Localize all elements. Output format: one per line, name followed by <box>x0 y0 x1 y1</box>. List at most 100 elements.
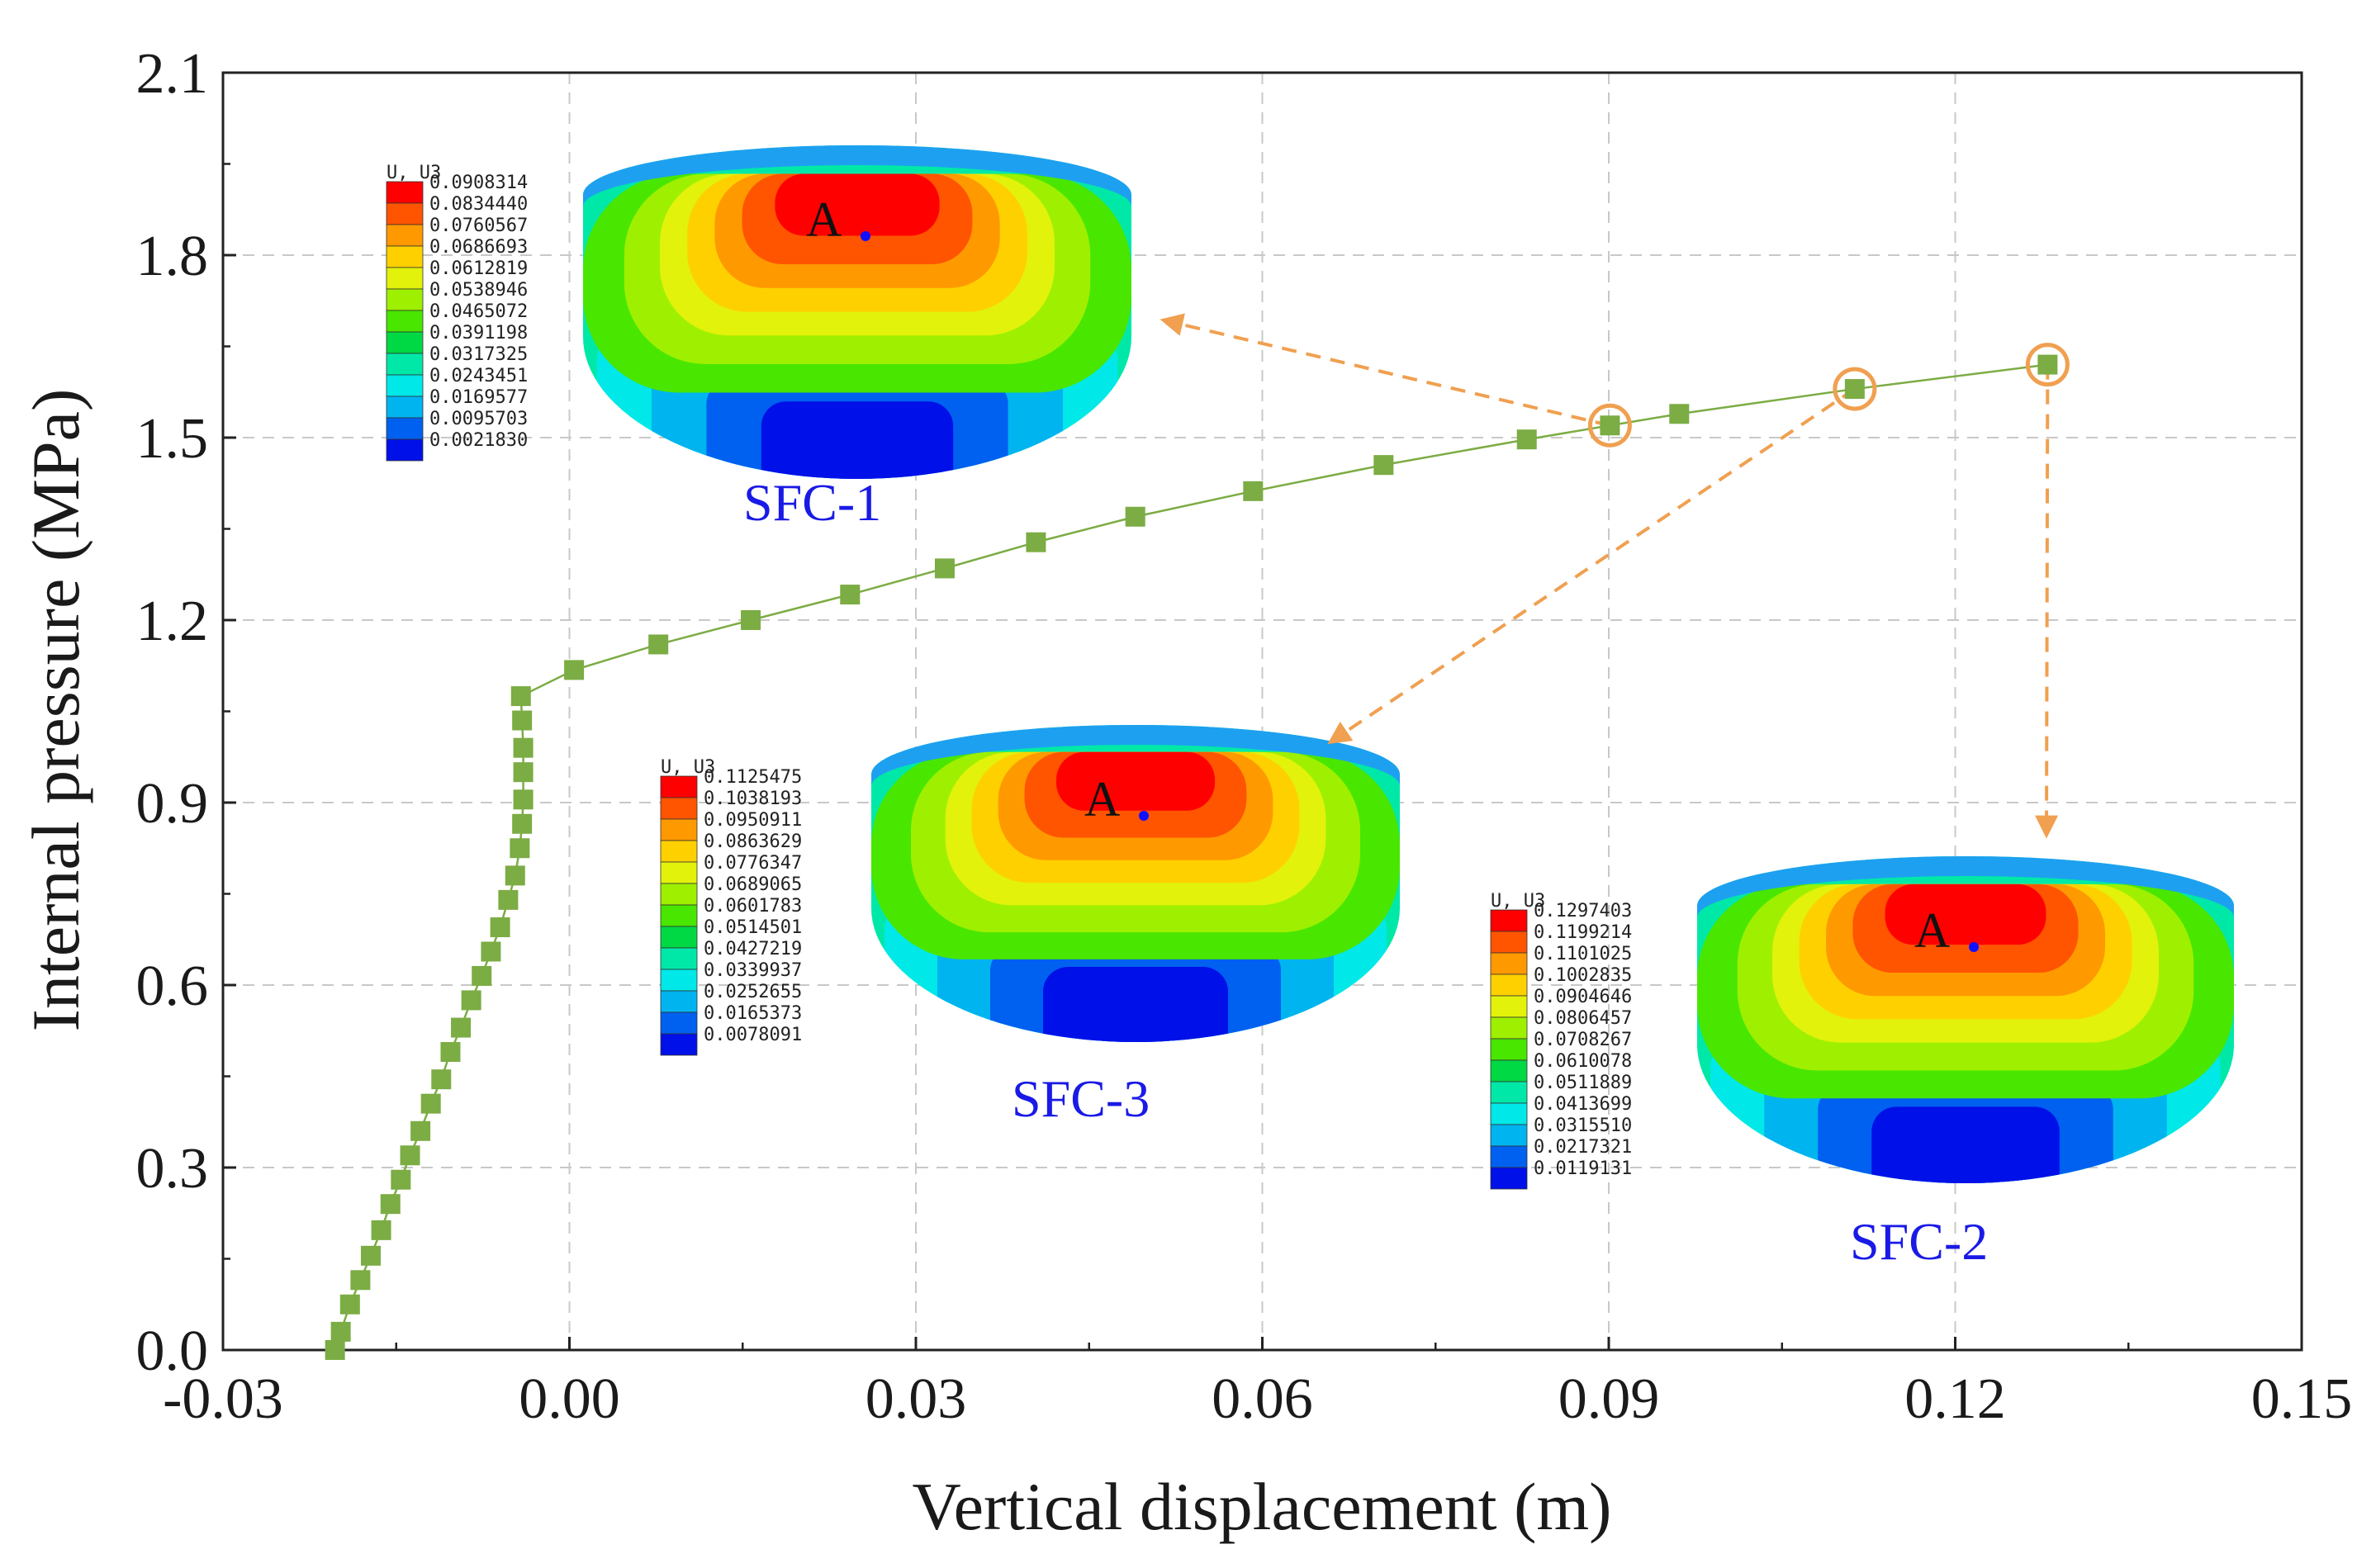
legend-value: 0.1101025 <box>1534 944 1632 964</box>
legend-value: 0.0708267 <box>1534 1030 1632 1050</box>
legend-value: 0.0904646 <box>1534 987 1632 1007</box>
data-point <box>741 610 761 630</box>
legend-swatch <box>386 396 424 419</box>
data-point <box>505 865 525 886</box>
legend-value: 0.0776347 <box>704 853 802 874</box>
legend-swatch <box>386 374 424 397</box>
legend-value: 0.0078091 <box>704 1025 802 1045</box>
callout-arrows <box>1160 313 2059 839</box>
legend-swatch <box>1490 1016 1528 1040</box>
legend-swatch <box>660 840 698 863</box>
data-point <box>360 1245 381 1266</box>
data-point <box>431 1069 452 1090</box>
legend-value: 0.0610078 <box>1534 1051 1632 1072</box>
data-point <box>339 1294 360 1315</box>
legend-swatch <box>660 926 698 949</box>
legend-value: 0.1199214 <box>1534 922 1632 943</box>
data-point <box>380 1194 401 1215</box>
y-tick-label: 0.6 <box>136 955 209 1018</box>
x-tick-label: 0.12 <box>1904 1367 2006 1431</box>
legend-title: U, U3 <box>1491 891 1545 912</box>
legend-swatch <box>660 797 698 820</box>
inset-rim <box>583 145 1131 206</box>
data-point <box>1373 455 1394 476</box>
legend-swatch <box>660 969 698 992</box>
data-point <box>400 1145 420 1166</box>
legend-swatch <box>1490 1124 1528 1147</box>
contour-band-high <box>1885 883 2046 945</box>
point-a-marker <box>1969 942 1979 952</box>
y-tick-label: 1.8 <box>136 225 209 288</box>
legend-swatch <box>1490 1038 1528 1061</box>
x-axis-title: Vertical displacement (m) <box>913 1469 1612 1544</box>
data-point <box>1844 379 1865 400</box>
legend-swatch <box>1490 1081 1528 1104</box>
data-point <box>513 762 534 783</box>
data-point <box>490 917 510 938</box>
x-tick-labels: -0.03 0.00 0.03 0.06 0.09 0.12 0.15 <box>163 1367 2352 1431</box>
data-point <box>325 1340 345 1360</box>
legend-value: 0.1002835 <box>1534 965 1632 986</box>
inset-body <box>871 725 1400 1042</box>
legend-swatch <box>1490 1059 1528 1082</box>
legend-title: U, U3 <box>661 757 715 778</box>
legend-swatch <box>1490 952 1528 975</box>
legend-value: 0.0514501 <box>704 917 802 938</box>
y-tick-labels: 0.0 0.3 0.6 0.9 1.2 1.5 1.8 2.1 <box>136 42 209 1383</box>
legend-swatch <box>386 224 424 247</box>
data-point <box>512 710 533 731</box>
legend-swatch <box>1490 931 1528 954</box>
legend-value: 0.0095703 <box>429 409 528 429</box>
x-tick-label: 0.06 <box>1212 1367 1313 1431</box>
x-tick-label: 0.03 <box>866 1367 967 1431</box>
legend-value: 0.0689065 <box>704 874 802 895</box>
legend-value: 0.1125475 <box>704 767 802 788</box>
data-point <box>1516 429 1537 450</box>
data-point <box>1243 481 1264 501</box>
legend-swatch <box>386 438 424 462</box>
data-point <box>440 1042 461 1063</box>
contour-band-high <box>1056 751 1215 811</box>
legend-swatch <box>660 947 698 970</box>
data-point <box>1669 404 1690 424</box>
y-tick-label: 1.2 <box>136 590 209 653</box>
legend-value: 0.0612819 <box>429 258 528 279</box>
legend-swatch <box>386 245 424 268</box>
legend-swatch <box>660 775 698 798</box>
legend-value: 0.0119131 <box>1534 1158 1632 1179</box>
contour-band-low <box>1043 967 1228 1042</box>
callout-arrow <box>2035 364 2059 839</box>
callout-arrow <box>1160 313 1610 428</box>
data-point <box>451 1017 472 1038</box>
point-a-label: A <box>1084 772 1120 827</box>
legend-value: 0.1038193 <box>704 789 802 809</box>
x-tick-label: 0.09 <box>1558 1367 1660 1431</box>
data-point <box>934 558 955 579</box>
data-point <box>391 1169 411 1190</box>
data-point <box>564 660 585 680</box>
legend-value: 0.1297403 <box>1534 901 1632 921</box>
data-point <box>350 1270 371 1291</box>
inset-body <box>1697 856 2234 1183</box>
legend-swatch <box>386 417 424 440</box>
legend-value: 0.0413699 <box>1534 1094 1632 1115</box>
legend-value: 0.0317325 <box>429 344 528 365</box>
legend-value: 0.0511889 <box>1534 1073 1632 1093</box>
legend-value: 0.0686693 <box>429 237 528 258</box>
highlight-ring <box>1833 367 1877 411</box>
legend-value: 0.0538946 <box>429 280 528 301</box>
contour-band-high <box>775 173 940 236</box>
legend-swatch <box>1490 1145 1528 1168</box>
legend-value: 0.0169577 <box>429 387 528 408</box>
legend-swatch <box>386 310 424 333</box>
data-point <box>840 585 861 605</box>
legend-swatch <box>660 1033 698 1056</box>
data-point <box>2037 354 2058 375</box>
data-point <box>371 1220 391 1240</box>
inset-rim <box>871 725 1400 786</box>
legend-swatch <box>660 861 698 884</box>
x-tick-label: -0.03 <box>163 1367 283 1431</box>
y-axis-title: Internal pressure (MPa) <box>18 389 93 1032</box>
point-a-label: A <box>806 192 842 247</box>
legend-value: 0.0217321 <box>1534 1137 1632 1158</box>
